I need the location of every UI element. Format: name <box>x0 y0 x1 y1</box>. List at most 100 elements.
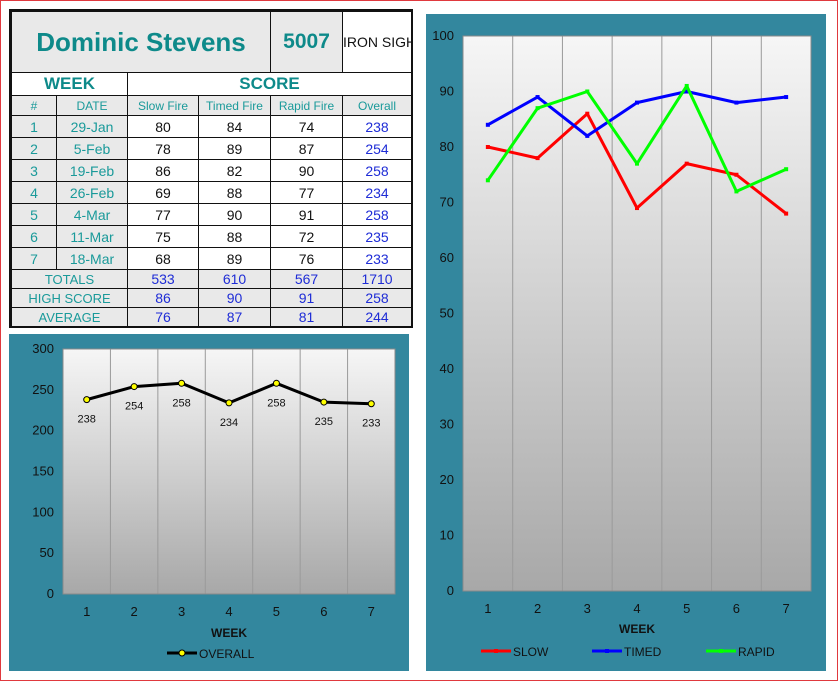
cell-timed: 88 <box>197 181 272 204</box>
cell-timed: 89 <box>197 247 272 270</box>
legend-label: SLOW <box>513 645 549 659</box>
cell-timed: 82 <box>197 159 272 182</box>
cell-slow: 86 <box>127 159 199 182</box>
sights-type: IRON SIGHTS <box>342 11 413 73</box>
shooter-id: 5007 <box>270 11 344 73</box>
legend-label: OVERALL <box>199 647 255 661</box>
plot-border <box>62 348 396 595</box>
cell-overall: 233 <box>342 247 413 270</box>
table-row: 1 29-Jan 80 84 74 238 <box>11 115 413 138</box>
cell-overall: 235 <box>342 225 413 248</box>
legend-marker <box>719 649 723 653</box>
gridlines <box>109 349 349 594</box>
data-point <box>585 89 590 94</box>
legend-label: RAPID <box>738 645 775 659</box>
plot-area <box>63 349 395 594</box>
data-point <box>784 167 789 172</box>
data-label: 234 <box>220 417 238 429</box>
data-point <box>585 133 590 138</box>
x-tick-label: 3 <box>178 604 185 619</box>
y-tick-label: 0 <box>47 586 54 601</box>
cell-rapid: 90 <box>270 159 344 182</box>
data-point <box>635 100 639 105</box>
table-row: 6 11-Mar 75 88 72 235 <box>11 225 413 248</box>
data-label: 238 <box>78 414 96 426</box>
data-point <box>225 399 233 407</box>
cell-date: 5-Feb <box>56 137 128 160</box>
cell-slow: 80 <box>127 115 199 138</box>
col-header-slow: Slow Fire <box>127 95 199 116</box>
data-point <box>535 95 540 100</box>
data-point <box>684 89 689 94</box>
avg-timed: 87 <box>197 307 272 327</box>
data-point <box>684 83 689 88</box>
x-tick-label: 5 <box>683 601 690 616</box>
col-header-overall: Overall <box>342 95 413 116</box>
series-slow <box>485 111 789 216</box>
y-tick-label: 150 <box>32 464 54 479</box>
legend-label: TIMED <box>624 645 662 659</box>
cell-num: 2 <box>11 137 57 160</box>
y-tick-label: 30 <box>440 417 454 432</box>
cell-rapid: 91 <box>270 203 344 226</box>
data-point <box>485 122 490 127</box>
x-axis-title: WEEK <box>619 622 655 636</box>
y-tick-label: 20 <box>440 472 454 487</box>
y-tick-label: 50 <box>440 306 454 321</box>
legend: OVERALL <box>167 647 255 661</box>
cell-date: 18-Mar <box>56 247 128 270</box>
scores-chart-panel: 0 10 20 30 40 50 60 70 80 90 100 1 2 3 4 5 6 7 WEEK SLOW TIM… <box>426 14 826 671</box>
series-timed <box>485 89 789 138</box>
y-tick-label: 40 <box>440 361 454 376</box>
data-point <box>178 379 186 387</box>
y-tick-label: 300 <box>32 341 54 356</box>
data-point <box>784 95 789 100</box>
y-tick-label: 80 <box>440 139 454 154</box>
col-header-rapid: Rapid Fire <box>270 95 344 116</box>
x-tick-label: 7 <box>368 604 375 619</box>
high-timed: 90 <box>197 288 272 308</box>
y-tick-label: 0 <box>447 583 454 598</box>
cell-overall: 254 <box>342 137 413 160</box>
overall-chart-panel: 0 50 100 150 200 250 300 1 2 3 4 5 6 7 WEEK 238 254 258 23… <box>9 334 409 671</box>
x-tick-label: 4 <box>633 601 640 616</box>
legend-marker <box>178 649 186 657</box>
cell-slow: 77 <box>127 203 199 226</box>
y-tick-label: 250 <box>32 382 54 397</box>
y-tick-label: 100 <box>432 28 454 43</box>
x-tick-label: 2 <box>131 604 138 619</box>
cell-rapid: 74 <box>270 115 344 138</box>
col-header-timed: Timed Fire <box>197 95 272 116</box>
data-point <box>684 161 689 166</box>
cell-rapid: 76 <box>270 247 344 270</box>
average-label: AVERAGE <box>11 307 128 327</box>
avg-rapid: 81 <box>270 307 344 327</box>
high-score-row: HIGH SCORE 86 90 91 258 <box>11 288 413 308</box>
legend-marker <box>605 649 609 653</box>
y-tick-label: 90 <box>440 84 454 99</box>
y-tick-label: 60 <box>440 250 454 265</box>
y-tick-label: 200 <box>32 423 54 438</box>
cell-num: 4 <box>11 181 57 204</box>
week-group-header: WEEK <box>11 72 128 96</box>
scores-chart: 0 10 20 30 40 50 60 70 80 90 100 1 2 3 4 5 6 7 WEEK SLOW TIM… <box>432 28 812 659</box>
y-tick-label: 10 <box>440 528 454 543</box>
score-group-header: SCORE <box>126 72 413 96</box>
data-point <box>535 106 540 111</box>
x-axis-title: WEEK <box>211 626 247 640</box>
cell-date: 26-Feb <box>56 181 128 204</box>
data-point <box>535 156 540 161</box>
total-overall: 1710 <box>342 269 413 289</box>
data-point <box>635 161 639 166</box>
cell-date: 19-Feb <box>56 159 128 182</box>
cell-slow: 78 <box>127 137 199 160</box>
legend: SLOW TIMED RAPID <box>481 645 775 659</box>
high-overall: 258 <box>342 288 413 308</box>
cell-rapid: 72 <box>270 225 344 248</box>
data-point <box>734 189 739 194</box>
table-row: 7 18-Mar 68 89 76 233 <box>11 247 413 270</box>
data-point <box>83 396 91 404</box>
plot-border <box>462 35 812 592</box>
table-row: 2 5-Feb 78 89 87 254 <box>11 137 413 160</box>
